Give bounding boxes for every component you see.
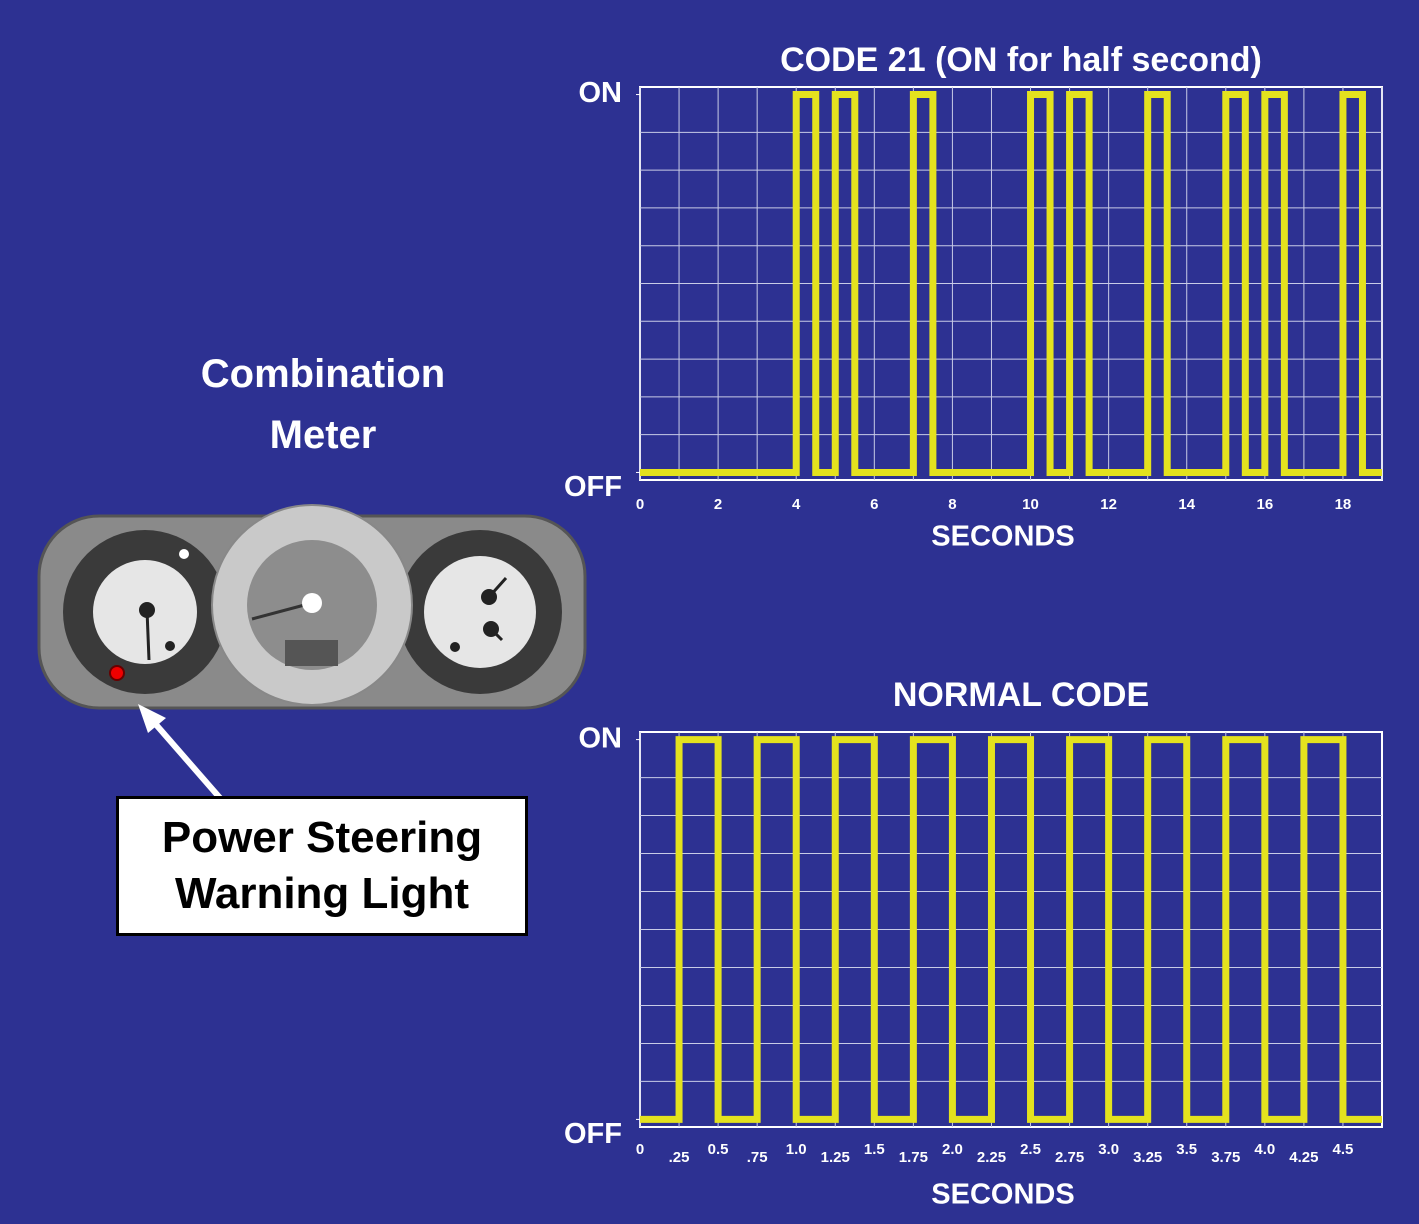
x-tick-label: 1.75 [899,1149,928,1166]
x-tick-label: 12 [1100,496,1117,513]
arrow-shaft [152,720,220,798]
x-tick-label: 3.25 [1133,1149,1162,1166]
arrow [138,704,220,798]
left-hub [139,602,155,618]
diagram: CODE 21 (ON for half second) SECONDS 0 2 4 6 8… [0,0,1419,1224]
x-tick-label: 18 [1335,496,1352,513]
page: CODE 21 (ON for half second) SECONDS 0 2 4 6 8… [0,0,1419,1224]
x-tick-label: 4.25 [1289,1149,1318,1166]
y-tick-label: OFF [564,471,622,503]
x-tick-label: 3.0 [1098,1141,1119,1158]
right-hub [481,589,497,605]
x-axis-label: SECONDS [931,521,1074,553]
x-tick-label: 16 [1256,496,1273,513]
right-dot [450,642,460,652]
display [285,640,338,666]
y-tick-label: OFF [564,1118,622,1150]
x-axis-label: SECONDS [931,1179,1074,1211]
x-tick-label: 0.5 [708,1141,729,1158]
right-hub [483,621,499,637]
y-tick-label: ON [579,77,623,109]
center-hub [302,593,322,613]
x-tick-label: 0 [636,496,644,513]
warning-light [110,666,124,680]
chart-title: NORMAL CODE [893,676,1149,714]
y-tick-label: ON [579,722,623,754]
x-tick-label: 2.5 [1020,1141,1041,1158]
meter-label: Combination Meter [173,344,473,466]
chart-title: CODE 21 (ON for half second) [780,41,1262,79]
x-tick-label: 2.75 [1055,1149,1084,1166]
x-tick-label: .25 [669,1149,690,1166]
x-tick-label: 3.5 [1176,1141,1197,1158]
instrument-cluster [39,505,585,708]
x-tick-label: 6 [870,496,878,513]
x-tick-label: 1.5 [864,1141,885,1158]
chart: NORMAL CODE SECONDS 0 .25 0.5 .75 1.0 1.25 1.5 1.… [564,676,1382,1211]
indicator-dot [179,549,189,559]
x-tick-label: 2.25 [977,1149,1006,1166]
right-gauge-face [424,556,536,668]
x-tick-label: 4.0 [1254,1141,1275,1158]
x-tick-label: 2 [714,496,722,513]
x-tick-label: 4.5 [1333,1141,1354,1158]
x-tick-label: 8 [948,496,956,513]
x-tick-label: 0 [636,1141,644,1158]
x-tick-label: 3.75 [1211,1149,1240,1166]
callout-box: Power Steering Warning Light [116,796,528,936]
x-tick-label: 1.0 [786,1141,807,1158]
x-tick-label: .75 [747,1149,768,1166]
chart: CODE 21 (ON for half second) SECONDS 0 2 4 6 8… [564,41,1382,553]
x-tick-label: 14 [1178,496,1195,513]
x-tick-label: 2.0 [942,1141,963,1158]
x-tick-label: 10 [1022,496,1039,513]
x-tick-label: 4 [792,496,801,513]
left-dot [165,641,175,651]
x-tick-label: 1.25 [821,1149,850,1166]
